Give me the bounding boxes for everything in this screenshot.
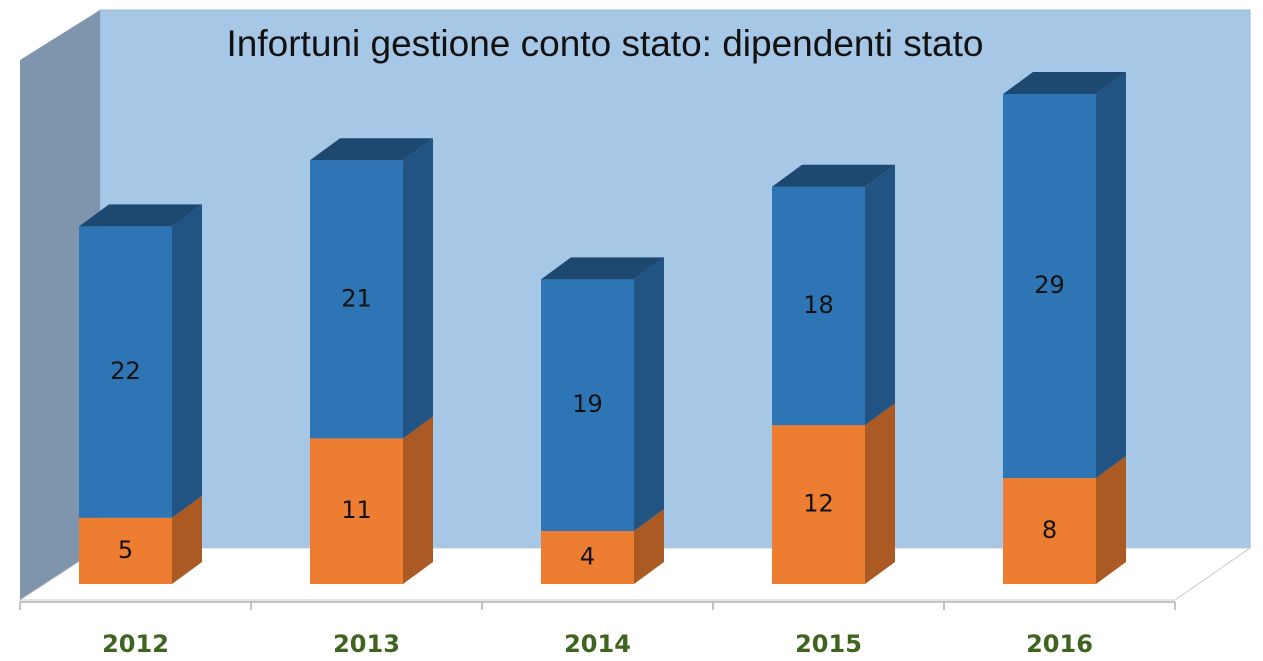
x-tick-label: 2014 bbox=[564, 630, 631, 658]
data-label: 4 bbox=[580, 543, 595, 571]
bar bbox=[541, 509, 664, 584]
bar bbox=[772, 403, 895, 584]
data-label: 22 bbox=[110, 357, 141, 385]
bar-side bbox=[865, 164, 895, 426]
bar-top bbox=[310, 138, 433, 161]
bar bbox=[772, 164, 895, 426]
bar bbox=[310, 416, 433, 584]
bar-front bbox=[541, 279, 634, 532]
data-label: 21 bbox=[341, 284, 372, 312]
bar-top bbox=[541, 257, 664, 280]
bar-side bbox=[1096, 72, 1126, 479]
data-label: 18 bbox=[803, 291, 834, 319]
bar bbox=[310, 138, 433, 439]
x-tick-label: 2015 bbox=[795, 630, 862, 658]
bar-top bbox=[79, 204, 202, 227]
data-label: 8 bbox=[1042, 516, 1057, 544]
chart-title: Infortuni gestione conto stato: dipenden… bbox=[227, 23, 984, 64]
data-label: 5 bbox=[118, 536, 133, 564]
bar-top bbox=[1003, 72, 1126, 94]
data-label: 12 bbox=[803, 490, 834, 518]
bar-front bbox=[79, 226, 172, 518]
bar-side bbox=[634, 257, 664, 532]
plot: 5 22 11 21 4 19 12 18 8 29 bbox=[79, 72, 1126, 584]
bar-side bbox=[634, 509, 664, 584]
bar-side bbox=[1096, 456, 1126, 584]
bar-front bbox=[310, 160, 403, 439]
bar-side bbox=[403, 138, 433, 439]
bar bbox=[1003, 72, 1126, 479]
x-tick-label: 2012 bbox=[102, 630, 169, 658]
bar-front bbox=[772, 186, 865, 426]
bar-side bbox=[172, 495, 202, 584]
data-label: 29 bbox=[1034, 271, 1065, 299]
bar-top bbox=[772, 164, 895, 187]
bar-front bbox=[772, 425, 865, 584]
data-label: 19 bbox=[572, 390, 603, 418]
bar bbox=[79, 495, 202, 584]
bar-front bbox=[79, 517, 172, 584]
bar-side bbox=[865, 403, 895, 584]
bar bbox=[1003, 456, 1126, 584]
bar-front bbox=[310, 438, 403, 584]
x-tick-label: 2013 bbox=[333, 630, 400, 658]
bar-front bbox=[1003, 478, 1096, 584]
bar-side bbox=[403, 416, 433, 584]
bar-side bbox=[172, 204, 202, 518]
bar-front bbox=[1003, 94, 1096, 479]
bar bbox=[79, 204, 202, 518]
data-label: 11 bbox=[341, 496, 372, 524]
bar bbox=[541, 257, 664, 532]
x-tick-label: 2016 bbox=[1026, 630, 1093, 658]
bar-front bbox=[541, 531, 634, 584]
